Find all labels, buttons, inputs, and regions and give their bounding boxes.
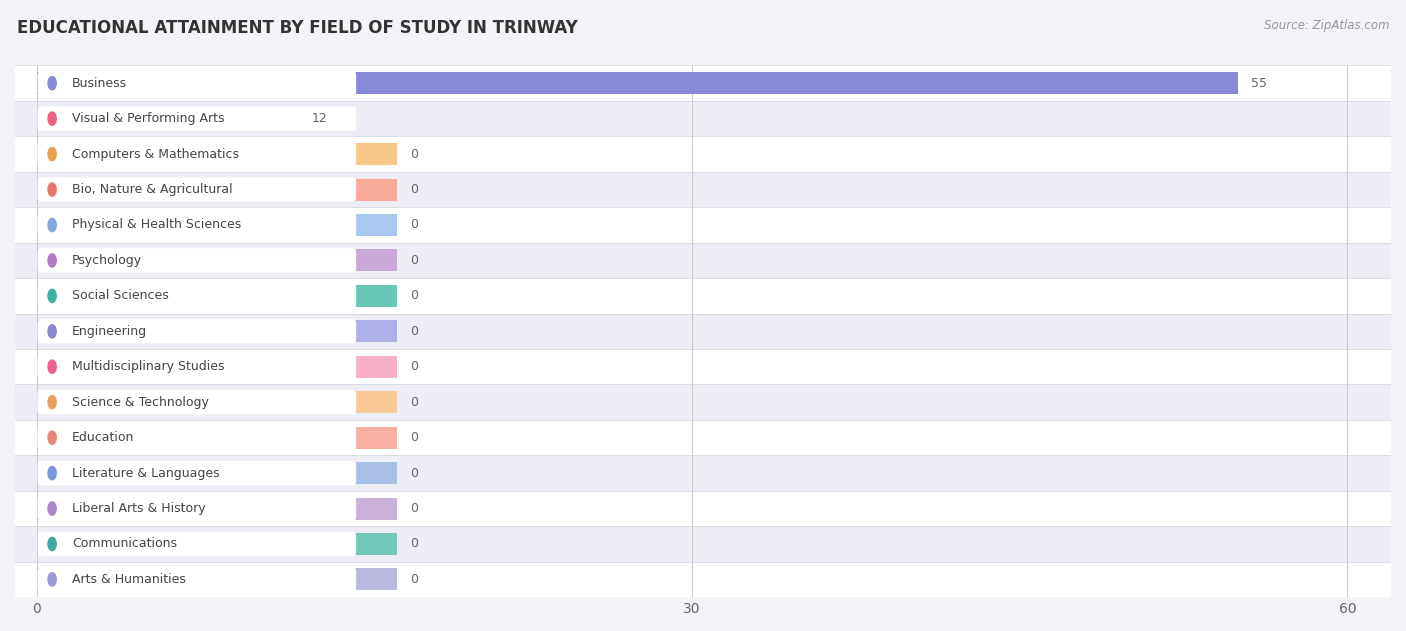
Bar (15, 172, 1391, 207)
Circle shape (48, 148, 56, 161)
Text: Bio, Nature & Agricultural: Bio, Nature & Agricultural (72, 183, 232, 196)
Bar (37, 321, 398, 342)
Circle shape (48, 396, 56, 409)
FancyBboxPatch shape (38, 461, 356, 485)
Text: Physical & Health Sciences: Physical & Health Sciences (72, 218, 240, 232)
Bar (15, 136, 1391, 172)
Bar (15, 491, 1391, 526)
Text: 0: 0 (411, 183, 419, 196)
Bar (15, 384, 1391, 420)
Bar (15, 562, 1391, 597)
Text: Engineering: Engineering (72, 325, 146, 338)
Circle shape (48, 183, 56, 196)
Bar (15, 207, 1391, 243)
Text: 0: 0 (411, 254, 419, 267)
Bar (37, 214, 398, 236)
Text: Communications: Communications (72, 538, 177, 550)
Bar (37, 427, 398, 449)
Bar (37, 72, 1239, 94)
Bar (37, 462, 398, 484)
Bar (15, 349, 1391, 384)
Text: Computers & Mathematics: Computers & Mathematics (72, 148, 239, 161)
Text: 0: 0 (411, 431, 419, 444)
Text: 0: 0 (411, 396, 419, 409)
FancyBboxPatch shape (38, 107, 356, 131)
Bar (15, 420, 1391, 456)
Text: Social Sciences: Social Sciences (72, 290, 169, 302)
Bar (15, 101, 1391, 136)
Bar (15, 66, 1391, 101)
Bar (37, 143, 398, 165)
Text: Arts & Humanities: Arts & Humanities (72, 573, 186, 586)
Bar (37, 108, 299, 129)
Bar (37, 569, 398, 591)
Text: EDUCATIONAL ATTAINMENT BY FIELD OF STUDY IN TRINWAY: EDUCATIONAL ATTAINMENT BY FIELD OF STUDY… (17, 19, 578, 37)
Circle shape (48, 112, 56, 126)
Bar (37, 497, 398, 519)
FancyBboxPatch shape (38, 355, 356, 379)
FancyBboxPatch shape (38, 425, 356, 450)
Bar (37, 533, 398, 555)
Text: Liberal Arts & History: Liberal Arts & History (72, 502, 205, 515)
FancyBboxPatch shape (38, 567, 356, 592)
FancyBboxPatch shape (38, 319, 356, 343)
FancyBboxPatch shape (38, 213, 356, 237)
Bar (37, 249, 398, 271)
Text: Multidisciplinary Studies: Multidisciplinary Studies (72, 360, 225, 374)
Text: 0: 0 (411, 502, 419, 515)
Bar (37, 179, 398, 201)
FancyBboxPatch shape (38, 177, 356, 202)
Text: 0: 0 (411, 325, 419, 338)
Circle shape (48, 538, 56, 551)
Circle shape (48, 289, 56, 302)
Text: Literature & Languages: Literature & Languages (72, 466, 219, 480)
Bar (37, 356, 398, 378)
FancyBboxPatch shape (38, 532, 356, 556)
Bar (37, 391, 398, 413)
Bar (15, 526, 1391, 562)
Text: Source: ZipAtlas.com: Source: ZipAtlas.com (1264, 19, 1389, 32)
Bar (15, 456, 1391, 491)
FancyBboxPatch shape (38, 497, 356, 521)
Circle shape (48, 431, 56, 444)
FancyBboxPatch shape (38, 284, 356, 308)
Bar (37, 285, 398, 307)
Circle shape (48, 325, 56, 338)
Bar (15, 243, 1391, 278)
Text: 0: 0 (411, 573, 419, 586)
Text: 0: 0 (411, 148, 419, 161)
Circle shape (48, 360, 56, 374)
Circle shape (48, 218, 56, 232)
Text: 0: 0 (411, 466, 419, 480)
Bar (15, 278, 1391, 314)
FancyBboxPatch shape (38, 142, 356, 166)
Text: Science & Technology: Science & Technology (72, 396, 208, 409)
Text: Visual & Performing Arts: Visual & Performing Arts (72, 112, 225, 125)
Circle shape (48, 502, 56, 515)
Circle shape (48, 76, 56, 90)
Text: 0: 0 (411, 360, 419, 374)
Text: Business: Business (72, 77, 127, 90)
Circle shape (48, 573, 56, 586)
Text: 0: 0 (411, 290, 419, 302)
Text: Education: Education (72, 431, 134, 444)
Circle shape (48, 466, 56, 480)
FancyBboxPatch shape (38, 390, 356, 415)
Text: Psychology: Psychology (72, 254, 142, 267)
Text: 0: 0 (411, 538, 419, 550)
FancyBboxPatch shape (38, 248, 356, 273)
FancyBboxPatch shape (38, 71, 356, 95)
Text: 0: 0 (411, 218, 419, 232)
Bar (15, 314, 1391, 349)
Text: 55: 55 (1251, 77, 1267, 90)
Text: 12: 12 (312, 112, 328, 125)
Circle shape (48, 254, 56, 267)
